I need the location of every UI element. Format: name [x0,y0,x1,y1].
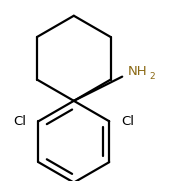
Text: Cl: Cl [14,115,27,128]
Text: Cl: Cl [121,115,134,128]
Text: NH: NH [128,65,148,78]
Text: 2: 2 [150,72,155,81]
